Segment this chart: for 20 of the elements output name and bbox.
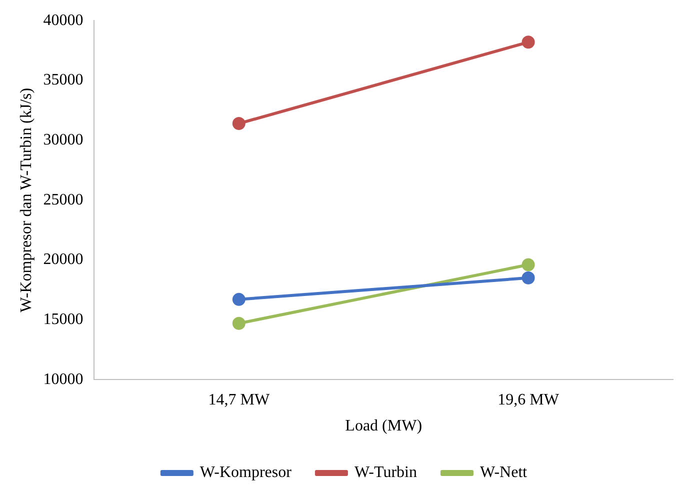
x-axis-title: Load (MW): [345, 418, 422, 435]
y-tick-label: 35000: [43, 72, 84, 89]
point: [522, 36, 535, 49]
y-tick-label: 10000: [43, 370, 84, 388]
y-tick-label: 25000: [43, 191, 84, 208]
y-tick-label: 20000: [43, 251, 84, 268]
point: [232, 292, 246, 306]
x-tick-label: 19,6 MW: [498, 391, 560, 408]
point: [232, 316, 246, 330]
y-axis-title: W-Kompresor dan W-Turbin (kJ/s): [18, 88, 35, 312]
y-tick-label: 15000: [43, 310, 84, 328]
point: [232, 117, 246, 130]
y-tick-label: 40000: [43, 12, 84, 29]
point: [522, 258, 535, 272]
legend-label: W-Nett: [480, 464, 528, 482]
point: [522, 271, 535, 284]
legend-label: W-Turbin: [354, 464, 417, 482]
x-tick-label: 14,7 MW: [208, 391, 270, 408]
legend-label: W-Kompresor: [200, 464, 292, 482]
y-tick-label: 30000: [43, 131, 84, 148]
